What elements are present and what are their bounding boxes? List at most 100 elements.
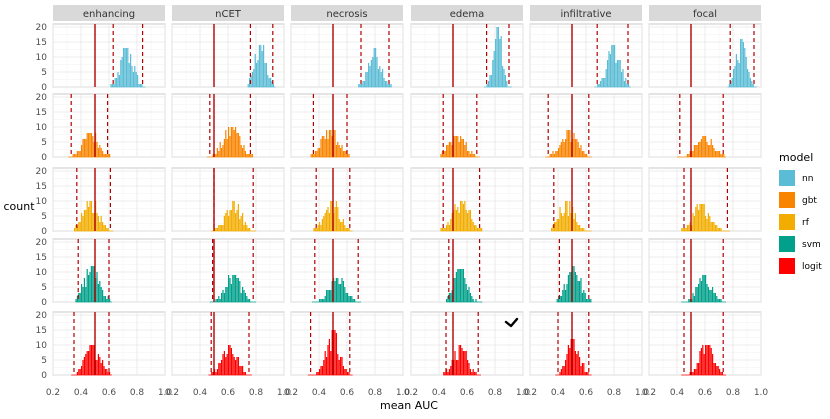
histogram-bar [376, 57, 378, 87]
histogram-bar [455, 210, 457, 231]
histogram-bar [138, 84, 140, 87]
histogram-bar [341, 222, 343, 231]
histogram-bar [579, 225, 581, 231]
histogram-bar [475, 372, 477, 375]
histogram-bar [461, 201, 463, 231]
histogram-bar [222, 145, 224, 157]
histogram-bar [226, 210, 228, 231]
histogram-bar [246, 296, 248, 302]
histogram-bar [132, 72, 134, 87]
histogram-bar [695, 145, 697, 157]
histogram-bar [451, 213, 453, 231]
histogram-bar [100, 363, 102, 375]
histogram-bar [689, 299, 691, 302]
histogram-bar [719, 299, 721, 302]
histogram-bar [474, 154, 476, 157]
histogram-bar [233, 357, 235, 375]
histogram-bar [752, 84, 754, 87]
histogram-bar [560, 296, 562, 302]
histogram-bar [696, 287, 698, 302]
histogram-bar [712, 222, 714, 231]
histogram-bar [82, 216, 84, 231]
histogram-bar [495, 39, 497, 87]
histogram-bar [695, 287, 697, 302]
strip-background [172, 5, 284, 21]
histogram-bar [131, 66, 133, 87]
histogram-bar [713, 222, 715, 231]
histogram-bar [448, 369, 450, 375]
histogram-bar [497, 27, 499, 87]
histogram-bar [689, 372, 691, 375]
panel-svm-enhancing [52, 238, 166, 303]
y-tick-label: 20 [36, 23, 48, 33]
histogram-bar [706, 219, 708, 231]
histogram-bar [212, 154, 214, 157]
histogram-bar [351, 296, 353, 302]
histogram-bar [719, 228, 721, 231]
histogram-bar [451, 360, 453, 375]
histogram-bar [479, 228, 481, 231]
histogram-bar [699, 142, 701, 157]
x-tick-label: 0.4 [312, 388, 327, 398]
histogram-bar [344, 225, 346, 231]
histogram-bar [347, 154, 349, 157]
histogram-bar [120, 60, 122, 87]
histogram-bar [323, 299, 325, 302]
histogram-bar [118, 75, 120, 87]
histogram-bar [469, 293, 471, 302]
histogram-bar [96, 213, 98, 231]
histogram-bar [581, 293, 583, 302]
panel-gbt-infiltrative [529, 93, 643, 158]
histogram-bar [576, 222, 578, 231]
histogram-bar [709, 145, 711, 157]
histogram-bar [72, 154, 74, 157]
y-tick-label: 20 [36, 311, 48, 321]
histogram-bar [233, 275, 235, 302]
histogram-bar [457, 207, 459, 231]
histogram-bar [461, 269, 463, 302]
histogram-bar [347, 293, 349, 302]
histogram-bar [359, 84, 361, 87]
histogram-bar [232, 275, 234, 302]
histogram-bar [89, 272, 91, 302]
histogram-bar [499, 39, 501, 87]
legend: model nn gbt rf svm logit [779, 151, 822, 274]
histogram-bar [576, 275, 578, 302]
panel-gbt-necrosis [290, 93, 404, 158]
histogram-bar [230, 210, 232, 231]
histogram-bar [731, 78, 733, 87]
histogram-bar [85, 139, 87, 157]
histogram-bar [693, 145, 695, 157]
histogram-bar [720, 372, 722, 375]
histogram-bar [102, 290, 104, 302]
y-tick-label: 20 [36, 238, 48, 248]
histogram-bar [247, 299, 249, 302]
histogram-bar [712, 145, 714, 157]
histogram-bar [242, 287, 244, 302]
histogram-bar [735, 54, 737, 87]
histogram-bar [237, 133, 239, 157]
histogram-bar [563, 142, 565, 157]
histogram-bar [363, 81, 365, 87]
histogram-bar [232, 354, 234, 375]
histogram-bar [232, 201, 234, 231]
histogram-bar [106, 369, 108, 375]
histogram-bar [372, 57, 374, 87]
histogram-bar [230, 348, 232, 375]
histogram-bar [100, 216, 102, 231]
histogram-bar [562, 290, 564, 302]
histogram-bar [347, 228, 349, 231]
histogram-bar [573, 266, 575, 302]
histogram-bar [721, 154, 723, 157]
y-tick-label: 10 [36, 268, 48, 278]
y-tick-label: 10 [36, 53, 48, 63]
histogram-bar [312, 154, 314, 157]
histogram-bar [600, 81, 602, 87]
histogram-bar [710, 348, 712, 375]
histogram-bar [700, 204, 702, 231]
x-tick-label: 0.6 [460, 388, 475, 398]
legend-swatch [779, 214, 795, 230]
histogram-bar [324, 296, 326, 302]
histogram-bar [581, 151, 583, 157]
y-tick-label: 0 [41, 371, 47, 381]
